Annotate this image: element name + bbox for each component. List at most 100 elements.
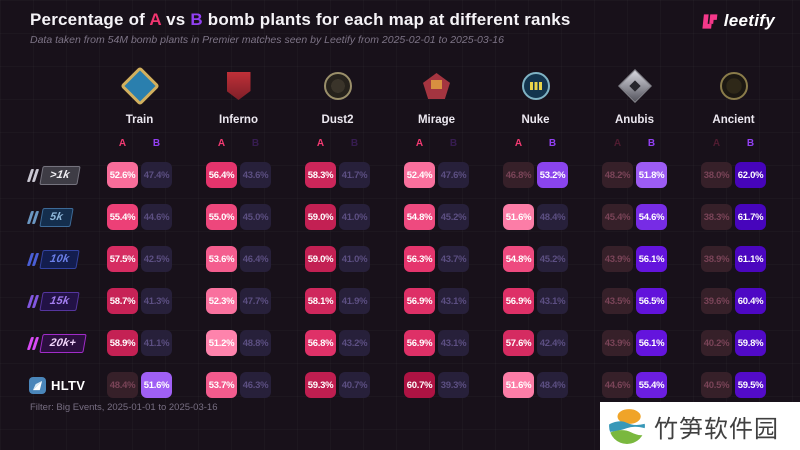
train-map-icon xyxy=(119,66,160,106)
site-a-label: A xyxy=(514,137,523,149)
site-b-rate: 51.6% xyxy=(141,372,172,398)
map-name-train: Train xyxy=(125,114,154,126)
plant-rate-pair: 59.0% 41.0% xyxy=(305,204,370,230)
site-b-rate: 39.3% xyxy=(438,372,469,398)
site-a-rate: 58.9% xyxy=(107,330,138,356)
site-a-rate: 58.7% xyxy=(107,288,138,314)
rank-badge-label: 15k xyxy=(39,291,80,311)
plant-cell-mirage-15k: 56.9% 43.1% xyxy=(387,280,486,322)
site-b-label: B xyxy=(350,137,359,149)
map-header-ancient xyxy=(684,64,783,108)
leetify-logo: leetify xyxy=(700,11,775,31)
plant-rate-pair: 51.2% 48.8% xyxy=(206,330,271,356)
site-a-rate: 43.9% xyxy=(602,330,633,356)
plant-cell-nuke-10k: 54.8% 45.2% xyxy=(486,238,585,280)
plant-cell-inferno-15k: 52.3% 47.7% xyxy=(189,280,288,322)
site-a-rate: 60.7% xyxy=(404,372,435,398)
plant-cell-ancient-5k: 38.3% 61.7% xyxy=(684,196,783,238)
plant-rate-pair: 57.5% 42.5% xyxy=(107,246,172,272)
plant-rate-pair: 56.9% 43.1% xyxy=(404,288,469,314)
site-b-rate: 46.4% xyxy=(240,246,271,272)
site-b-rate: 41.7% xyxy=(339,162,370,188)
plant-rate-pair: 51.6% 48.4% xyxy=(503,204,568,230)
rank-slashes-icon xyxy=(26,294,39,308)
site-b-rate: 41.0% xyxy=(339,246,370,272)
plant-cell-train-20k: 58.9% 41.1% xyxy=(90,322,189,364)
site-b-rate: 48.8% xyxy=(240,330,271,356)
map-header-inferno xyxy=(189,64,288,108)
site-b-label: B xyxy=(152,137,161,149)
title-site-a: A xyxy=(149,10,162,29)
plant-rate-pair: 52.4% 47.6% xyxy=(404,162,469,188)
site-b-rate: 48.4% xyxy=(537,204,568,230)
plant-rate-pair: 54.8% 45.2% xyxy=(503,246,568,272)
site-a-rate: 53.7% xyxy=(206,372,237,398)
plant-cell-ancient-20k: 40.2% 59.8% xyxy=(684,322,783,364)
site-b-rate: 61.7% xyxy=(735,204,766,230)
plant-cell-anubis-15k: 43.5% 56.5% xyxy=(585,280,684,322)
plant-cell-mirage-hltv: 60.7% 39.3% xyxy=(387,364,486,406)
rank-label-hltv: HLTV xyxy=(51,377,86,393)
plant-cell-ancient-1k: 38.0% 62.0% xyxy=(684,154,783,196)
site-a-rate: 59.0% xyxy=(305,204,336,230)
rank-10k: 10k xyxy=(26,238,90,280)
plant-rate-pair: 39.6% 60.4% xyxy=(701,288,766,314)
site-a-label: A xyxy=(613,137,622,149)
plant-rate-pair: 38.0% 62.0% xyxy=(701,162,766,188)
site-a-rate: 56.3% xyxy=(404,246,435,272)
leetify-logo-text: leetify xyxy=(723,11,775,30)
plant-rate-pair: 48.2% 51.8% xyxy=(602,162,667,188)
site-b-rate: 60.4% xyxy=(735,288,766,314)
rank-badge-label: 10k xyxy=(39,249,80,269)
plant-cell-ancient-10k: 38.9% 61.1% xyxy=(684,238,783,280)
site-a-rate: 57.6% xyxy=(503,330,534,356)
plant-cell-train-15k: 58.7% 41.3% xyxy=(90,280,189,322)
table-corner xyxy=(28,108,90,132)
site-b-label: B xyxy=(449,137,458,149)
plant-rate-pair: 52.6% 47.4% xyxy=(107,162,172,188)
site-b-rate: 43.1% xyxy=(537,288,568,314)
plant-rate-pair: 58.1% 41.9% xyxy=(305,288,370,314)
site-a-rate: 51.6% xyxy=(503,204,534,230)
site-b-rate: 55.4% xyxy=(636,372,667,398)
site-a-rate: 38.0% xyxy=(701,162,732,188)
site-b-rate: 56.1% xyxy=(636,330,667,356)
site-a-rate: 56.9% xyxy=(404,330,435,356)
site-a-rate: 56.8% xyxy=(305,330,336,356)
plant-rate-pair: 59.3% 40.7% xyxy=(305,372,370,398)
mirage-map-icon xyxy=(423,73,450,99)
rank-slashes-icon xyxy=(26,210,39,224)
plant-rate-pair: 40.2% 59.8% xyxy=(701,330,766,356)
map-name-anubis: Anubis xyxy=(615,114,654,126)
watermark: 竹笋软件园 xyxy=(600,402,800,450)
site-a-rate: 59.0% xyxy=(305,246,336,272)
map-name-mirage: Mirage xyxy=(417,114,456,126)
site-a-label: A xyxy=(712,137,721,149)
plant-cell-anubis-10k: 43.9% 56.1% xyxy=(585,238,684,280)
title-part: vs xyxy=(161,10,191,29)
site-a-rate: 56.4% xyxy=(206,162,237,188)
site-a-label: A xyxy=(316,137,325,149)
site-a-rate: 57.5% xyxy=(107,246,138,272)
plant-rate-pair: 52.3% 47.7% xyxy=(206,288,271,314)
watermark-logo-icon xyxy=(608,407,646,445)
filter-note: Filter: Big Events, 2025-01-01 to 2025-0… xyxy=(30,402,218,413)
plant-cell-inferno-10k: 53.6% 46.4% xyxy=(189,238,288,280)
plant-rate-pair: 58.7% 41.3% xyxy=(107,288,172,314)
plant-rate-pair: 44.6% 55.4% xyxy=(602,372,667,398)
plant-cell-mirage-5k: 54.8% 45.2% xyxy=(387,196,486,238)
site-b-rate: 47.7% xyxy=(240,288,271,314)
rank-slashes-icon xyxy=(26,336,39,350)
plant-rate-pair: 53.7% 46.3% xyxy=(206,372,271,398)
dust2-map-icon xyxy=(323,72,352,100)
site-a-rate: 55.0% xyxy=(206,204,237,230)
leetify-logo-icon xyxy=(700,12,719,31)
site-a-rate: 38.3% xyxy=(701,204,732,230)
rank-badge-label: 20k+ xyxy=(39,333,87,353)
rank-1k: >1k xyxy=(26,154,90,196)
